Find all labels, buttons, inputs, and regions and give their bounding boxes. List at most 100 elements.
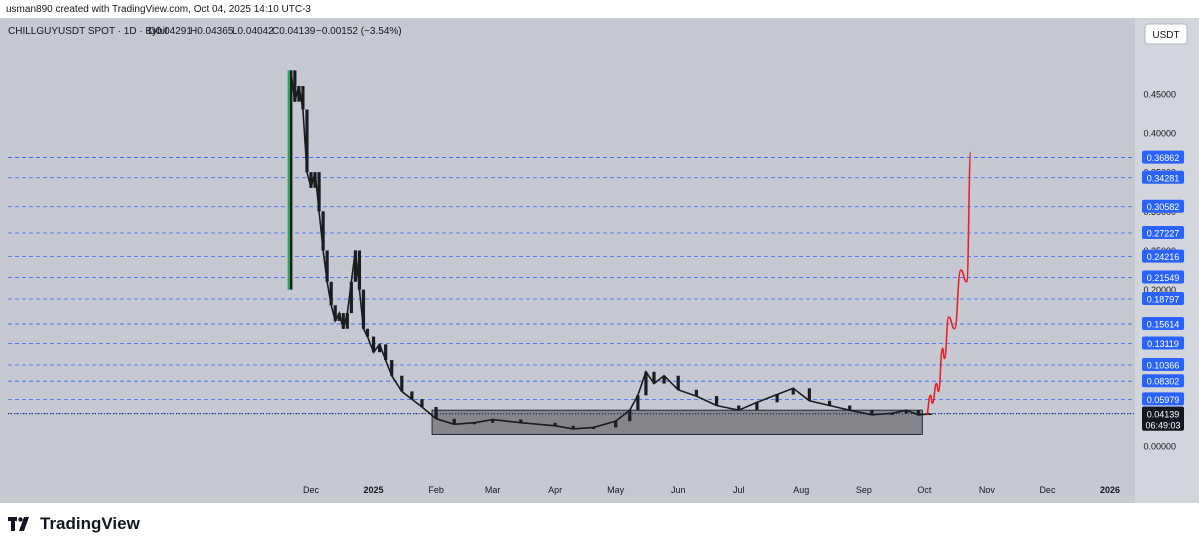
candle-50 — [827, 400, 832, 406]
open-value: O0.04291 — [148, 26, 192, 37]
level-badge-4 — [1142, 249, 1184, 263]
x-tick-label: Feb — [428, 485, 444, 495]
candle-49 — [807, 388, 811, 401]
candle-56 — [928, 413, 933, 415]
x-tick-label: Mar — [485, 485, 501, 495]
candle-10 — [325, 250, 329, 282]
countdown-label: 06:49:03 — [1145, 420, 1180, 430]
candle-41 — [662, 375, 666, 384]
chart-attribution: usman890 created with TradingView.com, O… — [6, 4, 311, 15]
candle-22 — [378, 344, 382, 353]
level-badge-3 — [1142, 226, 1184, 240]
projection-curve — [925, 151, 972, 416]
candle-21 — [371, 336, 376, 353]
level-label-4: 0.24216 — [1147, 252, 1180, 262]
price-line — [288, 70, 931, 430]
candle-48 — [791, 388, 795, 395]
candlestick-chart[interactable]: 0.450000.400000.350000.300000.250000.200… — [0, 18, 1199, 503]
candle-23 — [384, 344, 388, 361]
candle-51 — [848, 405, 852, 411]
currency-label: USDT — [1152, 30, 1179, 41]
candle-14 — [341, 313, 345, 329]
projection-path — [925, 151, 972, 416]
candle-40 — [652, 371, 656, 384]
candle-12 — [333, 305, 337, 321]
candle-7 — [313, 172, 317, 188]
candle-17 — [353, 250, 357, 282]
candle-28 — [434, 407, 438, 419]
level-badge-9 — [1142, 358, 1184, 372]
candle-54 — [904, 410, 908, 414]
candle-18 — [357, 250, 362, 290]
level-label-1: 0.34281 — [1147, 173, 1180, 183]
level-label-10: 0.08302 — [1147, 377, 1180, 387]
candle-32 — [519, 419, 523, 423]
candle-38 — [636, 395, 640, 411]
candle-29 — [452, 418, 456, 425]
x-tick-label: Dec — [1039, 485, 1056, 495]
candle-25 — [400, 375, 404, 392]
y-tick-label: 0.20000 — [1143, 285, 1176, 295]
level-badge-2 — [1142, 199, 1184, 213]
candle-15 — [345, 313, 349, 329]
x-tick-label: Jun — [671, 485, 686, 495]
y-tick-label: 0.40000 — [1143, 129, 1176, 139]
candle-27 — [420, 399, 424, 408]
candle-55 — [916, 410, 920, 415]
candle-37 — [628, 410, 632, 422]
level-label-2: 0.30582 — [1147, 202, 1180, 212]
candle-47 — [775, 394, 779, 403]
level-label-11: 0.05979 — [1147, 395, 1180, 405]
candle-11 — [329, 281, 333, 306]
level-badge-10 — [1142, 374, 1184, 388]
price-series — [8, 70, 1135, 430]
last-price-label: 0.04139 — [1147, 409, 1180, 419]
tradingview-logo[interactable]: TradingView — [8, 514, 140, 534]
candle-42 — [676, 375, 680, 390]
symbol-name: CHILLGUYUSDT SPOT · 1D · Bybit — [8, 26, 168, 37]
level-label-8: 0.13119 — [1147, 339, 1179, 349]
level-label-6: 0.18797 — [1147, 295, 1180, 305]
candle-53 — [890, 413, 894, 415]
level-badge-5 — [1142, 270, 1184, 284]
candle-2 — [293, 70, 297, 102]
candle-4 — [301, 86, 305, 110]
level-label-5: 0.21549 — [1147, 273, 1180, 283]
currency-button[interactable]: USDT — [1144, 23, 1188, 45]
candle-31 — [490, 419, 495, 423]
level-badge-1 — [1142, 170, 1184, 184]
candle-16 — [349, 281, 353, 314]
level-label-7: 0.15614 — [1147, 319, 1180, 329]
x-tick-label: Apr — [548, 485, 562, 495]
candle-1 — [289, 70, 293, 290]
level-label-9: 0.10366 — [1147, 361, 1180, 371]
first-candle — [287, 70, 291, 290]
candle-3 — [297, 86, 301, 102]
x-tick-label: May — [607, 485, 625, 495]
candle-20 — [365, 328, 370, 337]
y-tick-label: 0.00000 — [1143, 442, 1176, 452]
candle-13 — [337, 313, 341, 321]
chart-panel[interactable]: 0.450000.400000.350000.300000.250000.200… — [0, 18, 1199, 503]
level-badge-0 — [1142, 150, 1184, 164]
candle-46 — [755, 402, 759, 411]
y-tick-label: 0.45000 — [1143, 89, 1176, 99]
brand-name: TradingView — [40, 514, 140, 533]
level-label-0: 0.36862 — [1147, 153, 1180, 163]
x-tick-label: Sep — [856, 485, 872, 495]
candle-34 — [571, 425, 575, 429]
candle-39 — [644, 371, 648, 396]
candle-6 — [309, 172, 313, 188]
x-tick-label: Aug — [793, 485, 809, 495]
x-tick-label: 2025 — [364, 485, 384, 495]
change-value: −0.00152 (−3.54%) — [316, 26, 402, 37]
candle-45 — [737, 405, 741, 411]
candle-26 — [410, 391, 414, 400]
level-badge-11 — [1142, 392, 1184, 406]
x-tick-label: Jul — [733, 485, 745, 495]
candle-52 — [870, 410, 874, 415]
level-badge-8 — [1142, 336, 1184, 350]
candle-9 — [321, 211, 325, 251]
level-labels: 0.36862 0.34281 0.30582 0.27227 0.24216 0.215… — [1142, 150, 1184, 431]
candle-35 — [591, 427, 596, 429]
